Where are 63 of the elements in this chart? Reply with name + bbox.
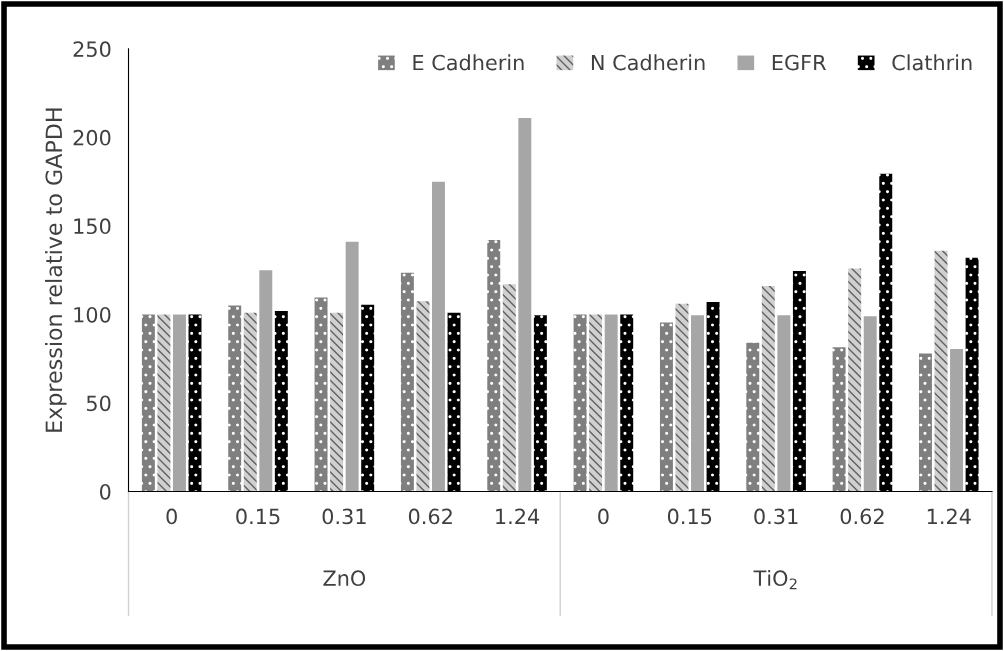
text: ZnO xyxy=(323,570,366,587)
bar xyxy=(188,314,202,492)
bar xyxy=(620,314,634,492)
x-tick-label: 0.62 xyxy=(840,508,884,525)
x-tick-label: 0 xyxy=(598,508,609,525)
bar xyxy=(259,270,273,492)
bar xyxy=(879,173,893,492)
bar xyxy=(502,284,516,492)
bar xyxy=(832,347,846,492)
bar xyxy=(934,250,948,492)
bar xyxy=(918,353,932,492)
y-tick-label: 200 xyxy=(73,129,111,146)
text: TiO$_{2}$ xyxy=(753,569,797,590)
bar xyxy=(659,322,673,492)
x-tick-label: 0 xyxy=(166,508,177,525)
bar xyxy=(518,117,532,492)
bar xyxy=(447,312,461,492)
bar xyxy=(761,286,775,492)
y-tick-label: 250 xyxy=(73,41,111,58)
bar xyxy=(345,241,359,492)
bar xyxy=(243,312,257,492)
bar xyxy=(706,302,720,492)
bar xyxy=(777,315,791,492)
legend-label: E Cadherin xyxy=(413,54,524,71)
x-tick-label: 1.24 xyxy=(927,508,971,524)
bar xyxy=(361,304,375,492)
bar xyxy=(330,312,344,492)
bar xyxy=(157,314,171,492)
y-axis-title: Expression relative to GAPDH xyxy=(45,108,67,432)
bar xyxy=(487,240,501,492)
bar xyxy=(604,314,618,492)
bar xyxy=(792,271,806,492)
bar xyxy=(691,315,704,492)
bar xyxy=(400,272,414,492)
legend-label: EGFR xyxy=(772,54,826,71)
y-tick-label: 150 xyxy=(74,218,111,235)
bar xyxy=(746,342,760,492)
legend-label: Clathrin xyxy=(892,54,972,71)
bar xyxy=(589,314,603,492)
bar xyxy=(848,268,862,492)
bar xyxy=(314,297,328,492)
bar xyxy=(432,181,445,492)
bar xyxy=(416,301,430,492)
bar xyxy=(573,314,587,492)
legend-label: N Cadherin xyxy=(591,54,705,71)
bar xyxy=(172,314,186,492)
x-tick-label: 0.15 xyxy=(667,508,712,525)
bar xyxy=(675,303,689,492)
y-tick-label: 50 xyxy=(86,395,111,412)
x-tick-label: 0.31 xyxy=(322,508,366,525)
x-tick-label: 1.24 xyxy=(496,508,540,524)
x-tick-label: 0.15 xyxy=(236,508,280,525)
bar xyxy=(533,315,547,492)
bar xyxy=(950,348,964,492)
y-tick-label: 100 xyxy=(74,306,111,323)
bar xyxy=(965,257,979,492)
bar xyxy=(274,310,288,492)
x-tick-label: 0.31 xyxy=(754,508,798,525)
bar xyxy=(228,305,242,492)
y-tick-label: 0 xyxy=(99,483,111,500)
x-tick-label: 0.62 xyxy=(408,508,452,525)
bar xyxy=(141,314,155,492)
bar xyxy=(863,316,877,492)
